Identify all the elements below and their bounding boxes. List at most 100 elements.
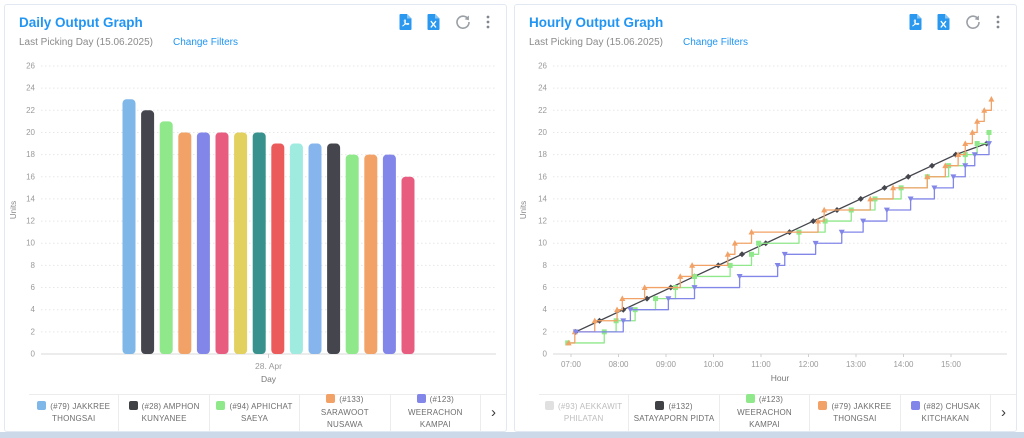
svg-text:Units: Units — [9, 201, 18, 219]
legend-item[interactable]: (#123) WEERACHON KAMPAI — [389, 394, 480, 431]
legend-item[interactable]: (#132) SATAYAPORN PIDTA — [628, 395, 718, 431]
legend-item[interactable]: (#123) WEERACHON KAMPAI — [718, 394, 809, 431]
legend-color-swatch — [216, 400, 226, 410]
legend-color-swatch — [545, 400, 555, 410]
refresh-icon[interactable] — [455, 14, 471, 30]
pdf-export-icon[interactable] — [909, 14, 922, 30]
legend-item[interactable]: (#79) JAKKREE THONGSAI — [809, 395, 899, 431]
legend-item-label: (#132) SATAYAPORN PIDTA — [633, 401, 715, 423]
svg-text:12: 12 — [538, 217, 547, 226]
legend-item-label: (#133) SARAWOOT NUSAWA — [320, 395, 369, 430]
svg-text:18: 18 — [26, 150, 35, 159]
svg-text:4: 4 — [543, 305, 548, 314]
legend-item-label: (#123) WEERACHON KAMPAI — [407, 395, 463, 430]
excel-export-icon[interactable] — [427, 14, 440, 30]
bar — [178, 132, 192, 354]
daily-panel-title: Daily Output Graph — [19, 14, 143, 30]
hourly-legend-next-chevron[interactable]: › — [990, 394, 1016, 431]
svg-text:28. Apr: 28. Apr — [255, 361, 282, 371]
legend-item[interactable]: (#93) AEKKAWIT PHILATAN — [539, 395, 628, 431]
svg-text:Day: Day — [261, 374, 277, 384]
svg-text:22: 22 — [26, 106, 35, 115]
svg-text:0: 0 — [31, 350, 36, 359]
svg-text:20: 20 — [26, 128, 35, 137]
bar — [308, 143, 322, 354]
svg-text:2: 2 — [31, 327, 36, 336]
svg-text:26: 26 — [26, 62, 35, 71]
svg-text:14:00: 14:00 — [893, 360, 914, 369]
daily-legend-prev-area — [5, 394, 29, 431]
daily-last-picking-day-label: Last Picking Day (15.06.2025) — [19, 37, 153, 48]
svg-text:10: 10 — [538, 239, 547, 248]
svg-text:2: 2 — [543, 327, 548, 336]
svg-text:Hour: Hour — [771, 373, 790, 383]
legend-item[interactable]: (#94) APHICHAT SAEYA — [208, 395, 299, 431]
svg-text:24: 24 — [26, 84, 35, 93]
daily-panel-header: Daily Output Graph — [5, 5, 506, 50]
hourly-panel-header: Hourly Output Graph — [515, 5, 1016, 50]
legend-color-swatch — [416, 394, 426, 404]
bar — [215, 132, 229, 354]
svg-text:16: 16 — [538, 172, 547, 181]
pdf-export-icon[interactable] — [399, 14, 412, 30]
series-line — [575, 142, 987, 333]
hourly-change-filters-link[interactable]: Change Filters — [682, 37, 748, 48]
svg-text:18: 18 — [538, 150, 547, 159]
svg-text:8: 8 — [31, 261, 36, 270]
svg-text:09:00: 09:00 — [656, 360, 677, 369]
bar — [252, 132, 266, 354]
legend-item-label: (#82) CHUSAK KITCHAKAN — [921, 401, 981, 423]
bar — [345, 154, 359, 354]
svg-text:26: 26 — [538, 62, 547, 71]
next-row-edge — [0, 432, 1024, 438]
kebab-menu-icon[interactable] — [486, 14, 490, 30]
svg-text:10: 10 — [26, 239, 35, 248]
legend-item-label: (#28) AMPHON KUNYANEE — [141, 401, 200, 423]
refresh-icon[interactable] — [965, 14, 981, 30]
legend-color-swatch — [818, 400, 828, 410]
kebab-menu-icon[interactable] — [996, 14, 1000, 30]
bar — [122, 99, 136, 354]
svg-text:12:00: 12:00 — [798, 360, 819, 369]
svg-text:22: 22 — [538, 106, 547, 115]
hourly-legend-prev-area — [515, 394, 539, 431]
series-line — [575, 143, 990, 333]
daily-output-panel: Daily Output Graph — [4, 4, 507, 432]
hourly-last-picking-day-label: Last Picking Day (15.06.2025) — [529, 37, 663, 48]
svg-text:8: 8 — [543, 261, 548, 270]
legend-color-swatch — [37, 400, 47, 410]
bar — [382, 154, 396, 354]
legend-item-label: (#123) WEERACHON KAMPAI — [737, 395, 792, 430]
daily-chart-area: 0 2 4 6 8 10 12 14 16 18 20 22 24 26 Units 28. Apr Day — [5, 50, 506, 394]
legend-item-label: (#94) APHICHAT SAEYA — [229, 401, 293, 423]
hourly-output-panel: Hourly Output Graph — [514, 4, 1017, 432]
legend-color-swatch — [910, 400, 920, 410]
legend-item[interactable]: (#79) JAKKREE THONGSAI — [29, 395, 118, 431]
svg-text:07:00: 07:00 — [561, 360, 582, 369]
excel-export-icon[interactable] — [937, 14, 950, 30]
legend-item-label: (#79) JAKKREE THONGSAI — [831, 401, 892, 423]
series-line — [568, 99, 993, 344]
hourly-panel-title: Hourly Output Graph — [529, 14, 664, 30]
svg-text:6: 6 — [543, 283, 548, 292]
legend-item[interactable]: (#133) SARAWOOT NUSAWA — [299, 394, 389, 431]
daily-change-filters-link[interactable]: Change Filters — [172, 37, 238, 48]
svg-text:14: 14 — [26, 194, 35, 203]
svg-text:24: 24 — [538, 84, 547, 93]
legend-item[interactable]: (#82) CHUSAK KITCHAKAN — [899, 395, 990, 431]
bar — [271, 143, 285, 354]
chart-cards-row: Daily Output Graph — [4, 4, 1017, 432]
svg-text:20: 20 — [538, 128, 547, 137]
svg-text:13:00: 13:00 — [846, 360, 867, 369]
daily-legend-next-chevron[interactable]: › — [480, 394, 506, 431]
bar — [401, 176, 415, 354]
svg-text:11:00: 11:00 — [751, 360, 771, 369]
bar — [289, 143, 303, 354]
daily-legend-items: (#79) JAKKREE THONGSAI (#28) AMPHON KUNYA… — [29, 394, 480, 431]
svg-text:4: 4 — [31, 305, 36, 314]
svg-text:10:00: 10:00 — [703, 360, 724, 369]
bar — [196, 132, 210, 354]
legend-item[interactable]: (#28) AMPHON KUNYANEE — [118, 395, 208, 431]
